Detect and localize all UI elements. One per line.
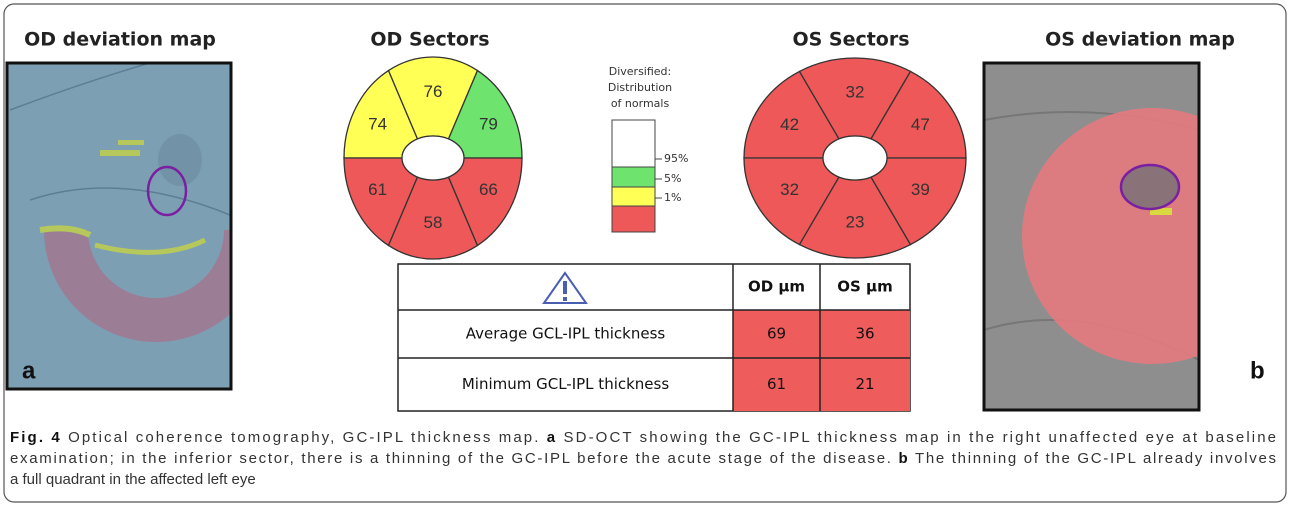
table-cell xyxy=(733,310,820,358)
sector-value: 42 xyxy=(780,115,799,134)
caption-line: examination; in the inferior sector, the… xyxy=(10,450,1276,467)
sector-value: 23 xyxy=(846,212,865,231)
caption: Fig. 4 Optical coherence tomography, GC-… xyxy=(10,429,1276,488)
legend-title: Distribution xyxy=(608,81,672,94)
caption-text: b xyxy=(899,450,908,467)
table-text: 69 xyxy=(767,325,786,343)
table-text: Minimum GCL-IPL thickness xyxy=(462,375,670,393)
legend-swatch xyxy=(611,119,656,168)
od-sectors-title: OD Sectors xyxy=(370,29,489,51)
sector-value: 79 xyxy=(479,115,498,134)
sector-value: 61 xyxy=(368,180,387,199)
legend-label: 5% xyxy=(664,172,681,185)
table-header: OD µm xyxy=(748,278,805,296)
caption-text: a full quadrant in the affected left eye xyxy=(10,471,256,488)
sector-value: 74 xyxy=(368,115,387,134)
caption-text: examination; in the inferior sector, the… xyxy=(10,450,897,467)
legend-label: 95% xyxy=(664,152,688,165)
caption-text: SD-OCT showing the GC-IPL thickness map … xyxy=(557,429,1276,446)
caption-text: The thinning of the GC-IPL already invol… xyxy=(909,450,1276,467)
panel-label: b xyxy=(1250,357,1265,384)
legend-title: Diversified: xyxy=(609,65,672,78)
sector-value: 58 xyxy=(424,213,443,232)
legend-label: 1% xyxy=(664,191,681,204)
table-text: 21 xyxy=(855,375,874,393)
od-map-border xyxy=(5,61,233,391)
os-sectors-title: OS Sectors xyxy=(792,29,909,51)
sector-value: 32 xyxy=(846,82,865,101)
table-cell xyxy=(733,358,820,411)
table-cell xyxy=(820,358,910,411)
caption-text: Fig. 4 xyxy=(10,429,60,446)
sector-value: 66 xyxy=(479,180,498,199)
sector-center xyxy=(401,135,465,181)
od-map-title: OD deviation map xyxy=(24,29,216,51)
legend-swatch xyxy=(611,166,656,188)
legend-title: of normals xyxy=(611,97,670,110)
caption-text: a xyxy=(547,429,556,446)
sector-value: 32 xyxy=(780,180,799,199)
figure-frame xyxy=(3,3,1287,503)
sector-value: 76 xyxy=(424,82,443,101)
sector-value: 47 xyxy=(911,115,930,134)
table-text: 61 xyxy=(767,375,786,393)
table-text: Average GCL-IPL thickness xyxy=(466,325,666,343)
os-fovea-circle xyxy=(1119,163,1181,211)
os-map-border xyxy=(982,61,1201,412)
table-cell xyxy=(820,310,910,358)
legend-swatch xyxy=(611,205,656,233)
caption-line: Fig. 4 Optical coherence tomography, GC-… xyxy=(10,429,1276,446)
panel-label: a xyxy=(22,357,36,384)
od-map-image xyxy=(7,63,231,389)
sector-center xyxy=(822,135,888,181)
table-header: OS µm xyxy=(837,278,892,296)
caption-text: Optical coherence tomography, GC-IPL thi… xyxy=(62,429,545,446)
legend-swatch xyxy=(611,186,656,207)
os-map-image xyxy=(984,63,1199,410)
sector-value: 39 xyxy=(911,180,930,199)
caption-line: a full quadrant in the affected left eye xyxy=(10,471,256,488)
os-map-title: OS deviation map xyxy=(1045,29,1235,51)
od-fovea-circle xyxy=(146,165,188,217)
table-text: 36 xyxy=(855,325,874,343)
